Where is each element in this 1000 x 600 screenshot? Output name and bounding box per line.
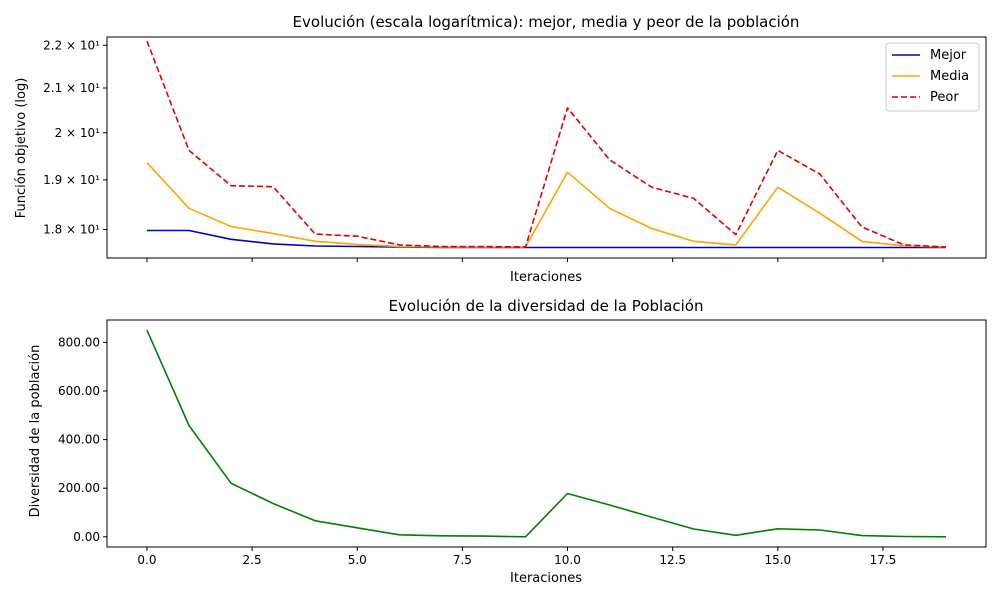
bottom-chart-plot-area	[106, 319, 987, 548]
bottom-chart-y-ticks: 0.00 200.00 400.00 600.00 800.00	[58, 335, 107, 544]
bottom-x-tick-label-0: 0.0	[137, 553, 156, 567]
legend-label-mejor: Mejor	[930, 48, 967, 63]
legend: Mejor Media Peor	[885, 42, 980, 112]
bottom-y-tick-label-4: 800.00	[58, 335, 100, 349]
bottom-chart-x-ticks: 0.0 2.5 5.0 7.5 10.0 12.5 15.0 17.5	[137, 547, 896, 567]
bottom-x-tick-label-4: 10.0	[554, 553, 581, 567]
legend-box	[885, 42, 980, 112]
series-line-media	[146, 162, 947, 248]
top-y-tick-label-3: 2.1 × 10¹	[43, 81, 100, 95]
bottom-chart-series	[146, 329, 947, 538]
series-line-mejor	[147, 229, 946, 249]
top-y-tick-label-4: 2.2 × 10¹	[43, 38, 100, 52]
top-chart-y-ticks: 1.8 × 10¹ 1.9 × 10¹ 2 × 10¹ 2.1 × 10¹ 2.2 × …	[43, 38, 107, 237]
bottom-x-tick-label-3: 7.5	[453, 553, 472, 567]
series-line-peor	[146, 40, 947, 248]
bottom-x-tick-label-2: 5.0	[348, 553, 367, 567]
top-chart-x-label: Iteraciones	[510, 270, 582, 285]
bottom-chart-x-label: Iteraciones	[510, 571, 582, 586]
legend-label-media: Media	[930, 69, 969, 84]
top-y-tick-label-1: 1.9 × 10¹	[43, 173, 100, 187]
top-chart-title: Evolución (escala logarítmica): mejor, m…	[293, 13, 800, 31]
bottom-chart: Evolución de la diversidad de la Poblaci…	[28, 297, 987, 586]
bottom-chart-title: Evolución de la diversidad de la Poblaci…	[389, 297, 704, 315]
top-chart: Evolución (escala logarítmica): mejor, m…	[14, 13, 987, 285]
bottom-y-tick-label-3: 600.00	[58, 384, 100, 398]
top-chart-series	[146, 40, 947, 249]
top-chart-plot-area	[106, 36, 987, 259]
top-y-tick-label-2: 2 × 10¹	[55, 126, 101, 140]
bottom-x-tick-label-6: 15.0	[764, 553, 791, 567]
bottom-chart-y-label: Diversidad de la población	[28, 345, 43, 518]
bottom-y-tick-label-1: 200.00	[58, 481, 100, 495]
bottom-y-tick-label-2: 400.00	[58, 433, 100, 447]
bottom-y-tick-label-0: 0.00	[73, 530, 100, 544]
top-chart-x-ticks	[146, 258, 884, 262]
top-chart-y-label: Función objetivo (log)	[14, 78, 29, 219]
legend-label-peor: Peor	[930, 90, 959, 105]
bottom-x-tick-label-5: 12.5	[659, 553, 686, 567]
top-y-tick-label-0: 1.8 × 10¹	[43, 223, 100, 237]
bottom-x-tick-label-1: 2.5	[243, 553, 262, 567]
diversity-line	[146, 329, 947, 538]
bottom-x-tick-label-7: 17.5	[870, 553, 897, 567]
